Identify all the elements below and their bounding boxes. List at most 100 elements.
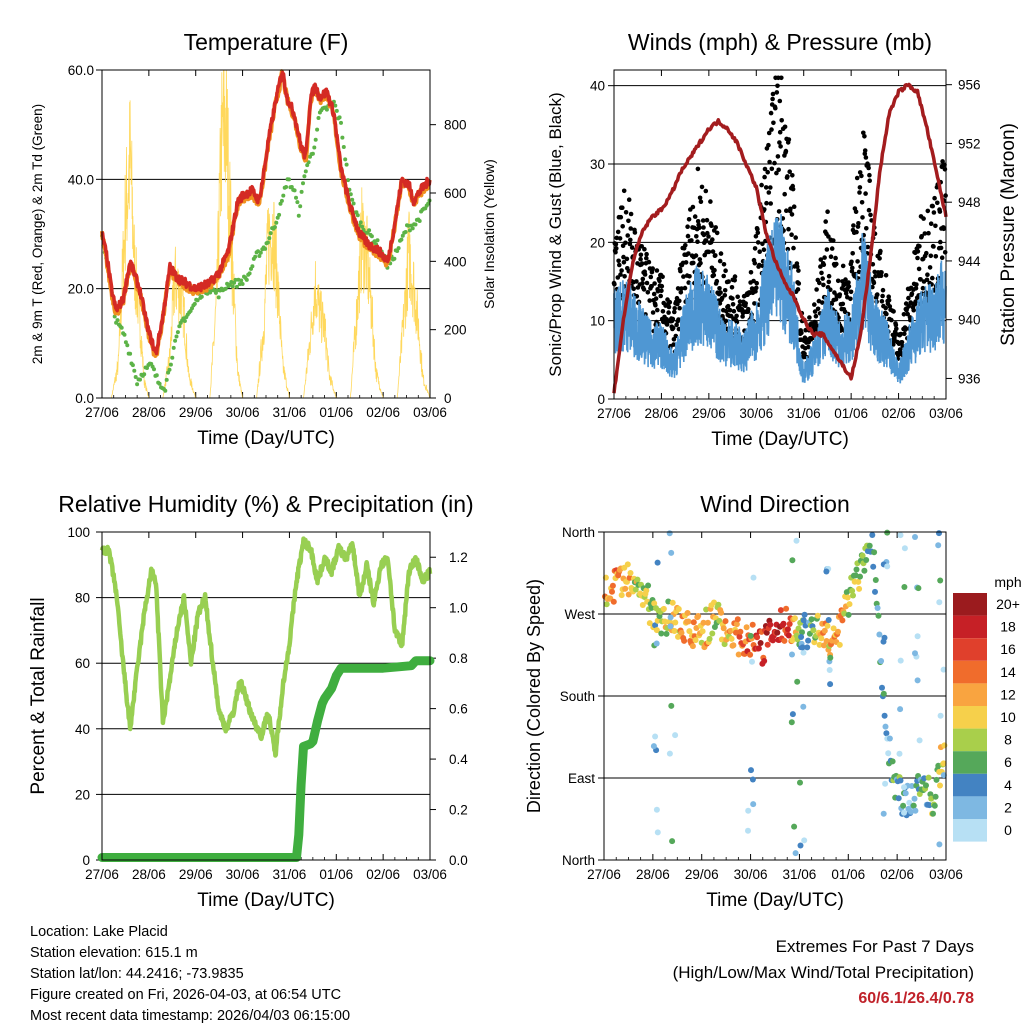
gust-point: [928, 253, 934, 259]
gust-point: [724, 308, 729, 314]
dewpoint-point: [310, 151, 315, 156]
direction-point: [912, 807, 919, 814]
y2-tick-label: 600: [444, 186, 467, 201]
dewpoint-point: [244, 277, 249, 282]
gust-point: [931, 244, 936, 249]
direction-point: [879, 684, 885, 691]
y2-tick-label: 0.0: [449, 853, 468, 868]
gust-point: [750, 286, 755, 292]
direction-point: [896, 750, 903, 757]
direction-point: [797, 779, 803, 786]
y-tick-label: West: [564, 607, 595, 622]
gust-point: [753, 289, 758, 294]
x-tick-label: 29/06: [179, 867, 213, 882]
direction-point: [869, 532, 876, 538]
dewpoint-point: [119, 325, 124, 330]
gust-point: [770, 91, 776, 97]
gust-point: [649, 284, 654, 289]
y2-tick-label: 944: [958, 254, 981, 269]
dewpoint-point: [343, 157, 348, 162]
gust-point: [752, 260, 758, 266]
gust-point: [925, 272, 930, 278]
direction-point: [693, 625, 700, 631]
x-tick-label: 28/06: [645, 406, 679, 421]
gust-point: [930, 203, 935, 209]
dewpoint-point: [234, 284, 239, 289]
gust-point: [828, 287, 833, 293]
gust-point: [618, 272, 623, 277]
x-tick-label: 28/06: [132, 867, 166, 882]
colorbar-swatch: [953, 796, 987, 819]
dewpoint-point: [350, 197, 355, 202]
gust-point: [940, 159, 945, 164]
humidity-precip-chart: Relative Humidity (%) & Precipitation (i…: [28, 491, 474, 911]
gust-point: [700, 218, 706, 223]
dewpoint-point: [135, 382, 140, 387]
direction-point: [669, 838, 676, 845]
gust-point: [814, 287, 819, 292]
gust-point: [870, 262, 876, 267]
gust-point: [927, 265, 933, 270]
gust-point: [840, 301, 846, 307]
direction-point: [706, 635, 713, 642]
gust-point: [922, 231, 928, 236]
gust-point: [699, 184, 705, 190]
direction-point: [916, 791, 923, 797]
direction-point: [883, 730, 890, 737]
colorbar-swatch: [953, 773, 987, 797]
gust-point: [851, 223, 856, 228]
direction-point: [886, 735, 893, 742]
dewpoint-point: [367, 228, 372, 233]
plot-frame: [101, 69, 431, 399]
dewpoint-point: [354, 210, 359, 215]
dewpoint-point: [369, 234, 374, 239]
gust-point: [623, 240, 628, 246]
gust-point: [746, 306, 751, 312]
direction-point: [930, 810, 936, 817]
gust-point: [626, 218, 631, 224]
y-tick-label: North: [562, 525, 595, 540]
gust-point: [786, 137, 792, 142]
dewpoint-point: [168, 362, 173, 367]
direction-point: [689, 643, 696, 650]
colorbar-swatch: [953, 593, 987, 616]
dewpoint-point: [142, 372, 147, 377]
gust-point: [621, 260, 627, 265]
gust-point: [626, 197, 632, 202]
dewpoint-point: [132, 368, 137, 373]
gust-point: [717, 301, 723, 306]
gust-point: [877, 256, 882, 261]
direction-point: [821, 627, 828, 634]
gust-point: [849, 259, 854, 265]
gust-point: [621, 254, 626, 260]
y2-tick-label: 0.6: [449, 702, 468, 717]
direction-point: [871, 549, 878, 556]
direction-point: [940, 760, 947, 767]
x-tick-label: 01/06: [319, 405, 353, 420]
gust-point: [768, 110, 774, 116]
direction-point: [750, 801, 757, 808]
gust-point: [870, 284, 875, 290]
precip-line: [97, 656, 435, 862]
gust-point: [764, 200, 769, 206]
temperature-chart: Temperature (F) 27/06 28/06 29/06 30/06 31/06…: [30, 29, 497, 449]
dewpoint-point: [315, 127, 320, 132]
gust-point: [824, 247, 830, 252]
gust-point: [854, 175, 860, 181]
x-tick-label: 28/06: [132, 405, 166, 420]
gust-point: [638, 256, 643, 262]
gust-point: [933, 223, 938, 229]
direction-point: [686, 628, 693, 635]
gust-point: [918, 277, 923, 282]
dewpoint-point: [237, 282, 242, 287]
dewpoint-point: [170, 355, 175, 360]
dewpoint-point: [258, 250, 263, 255]
gust-point: [913, 299, 918, 304]
gust-point: [793, 235, 798, 240]
x-tick-label: 02/06: [366, 405, 400, 420]
direction-point: [897, 532, 904, 539]
direction-point: [695, 613, 702, 619]
gust-point: [853, 209, 859, 214]
gust-point: [639, 244, 644, 249]
gust-point: [709, 223, 714, 228]
